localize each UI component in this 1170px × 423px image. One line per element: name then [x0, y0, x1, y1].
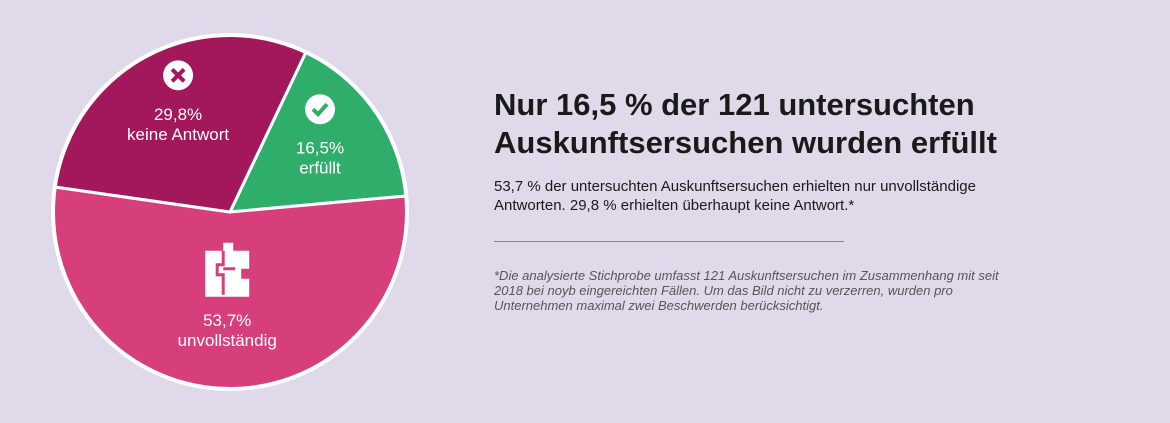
value-label: 29,8% [154, 105, 202, 124]
slice-label: 53,7%unvollständig [178, 242, 277, 350]
footnote: *Die analysierte Stichprobe umfasst 121 … [494, 268, 999, 313]
subtitle: 53,7 % der untersuchten Auskunftsersuche… [494, 178, 976, 214]
icon [170, 67, 186, 83]
value-label: 53,7% [203, 311, 251, 330]
category-label: erfüllt [299, 159, 341, 178]
category-label: unvollständig [178, 331, 277, 350]
value-label: 16,5% [296, 139, 344, 158]
icon [311, 102, 329, 118]
chart: 16,5%erfüllt 53,7%unvollständig 29,8%keine… [51, 33, 409, 391]
slice-label: 16,5%erfüllt [296, 94, 344, 178]
separator [494, 241, 844, 242]
pie-outline [51, 33, 409, 391]
slice-label: 29,8%keine Antwort [127, 60, 229, 144]
category-label: keine Antwort [127, 125, 229, 144]
icon [215, 250, 236, 295]
title: Nur 16,5 % der 121 untersuchten Auskunft… [494, 87, 997, 160]
